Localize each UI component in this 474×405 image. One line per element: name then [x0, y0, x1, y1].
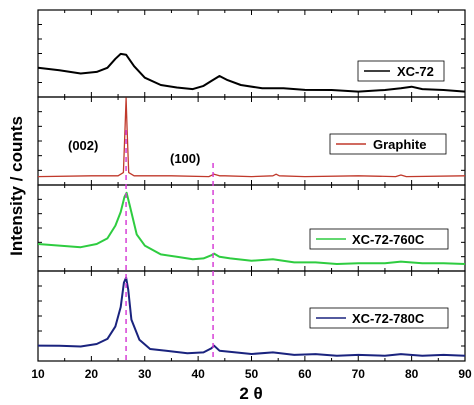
panel-frame-1: [37, 9, 466, 98]
x-tick-label-30: 30: [138, 367, 152, 381]
legend-label-graphite: Graphite: [373, 137, 426, 152]
x-tick-label-90: 90: [458, 367, 472, 381]
series-line-1: [37, 52, 466, 93]
x-tick-label-10: 10: [31, 367, 45, 381]
legend-label-xc72-760c: XC-72-760C: [352, 232, 425, 247]
x-tick-label-70: 70: [352, 367, 366, 381]
legend-xc72-780c: XC-72-780C: [309, 307, 449, 329]
x-tick-label-80: 80: [405, 367, 419, 381]
x-axis-label: 2 θ: [239, 384, 262, 403]
legend-graphite: Graphite: [329, 133, 447, 155]
legend-xc72: XC-72: [357, 60, 445, 82]
axis-ticks: [37, 10, 466, 361]
legend-label-xc72-780c: XC-72-780C: [352, 311, 425, 326]
series-layer: [37, 52, 466, 357]
reference-lines: [125, 130, 214, 361]
x-tick-labels: 10 20 30 40 50 60 70 80 90: [31, 367, 472, 381]
annotation-002: (002): [68, 138, 98, 153]
series-line-2: [37, 97, 466, 178]
x-tick-label-40: 40: [191, 367, 205, 381]
panel-frame-3: [37, 184, 466, 272]
legend-label-xc72: XC-72: [397, 64, 434, 79]
x-tick-label-60: 60: [298, 367, 312, 381]
x-tick-label-20: 20: [85, 367, 99, 381]
x-tick-label-50: 50: [245, 367, 259, 381]
series-line-4: [37, 276, 466, 357]
legend-xc72-760c: XC-72-760C: [309, 228, 449, 250]
series-line-3: [37, 191, 466, 265]
annotation-100: (100): [170, 151, 200, 166]
y-axis-label: Intensity / counts: [7, 116, 26, 256]
